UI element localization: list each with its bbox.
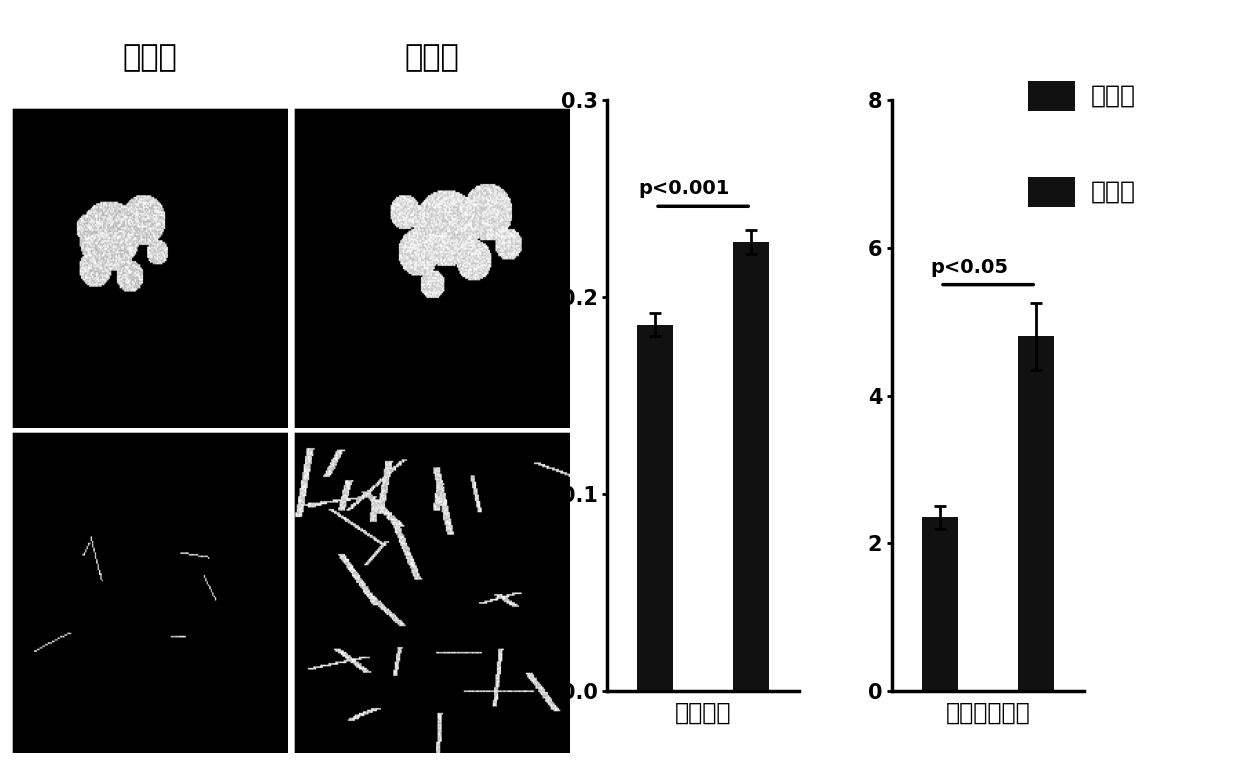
Text: 模型组: 模型组 (405, 43, 460, 72)
Text: 对照组: 对照组 (123, 43, 177, 72)
Text: p<0.05: p<0.05 (930, 258, 1007, 277)
Text: p<0.001: p<0.001 (638, 180, 730, 198)
Bar (1018, 336, 1054, 691)
Bar (733, 242, 769, 691)
Bar (637, 325, 673, 691)
Bar (922, 518, 958, 691)
Text: 对照组: 对照组 (1090, 84, 1135, 108)
Text: 模型组: 模型组 (1090, 180, 1135, 204)
